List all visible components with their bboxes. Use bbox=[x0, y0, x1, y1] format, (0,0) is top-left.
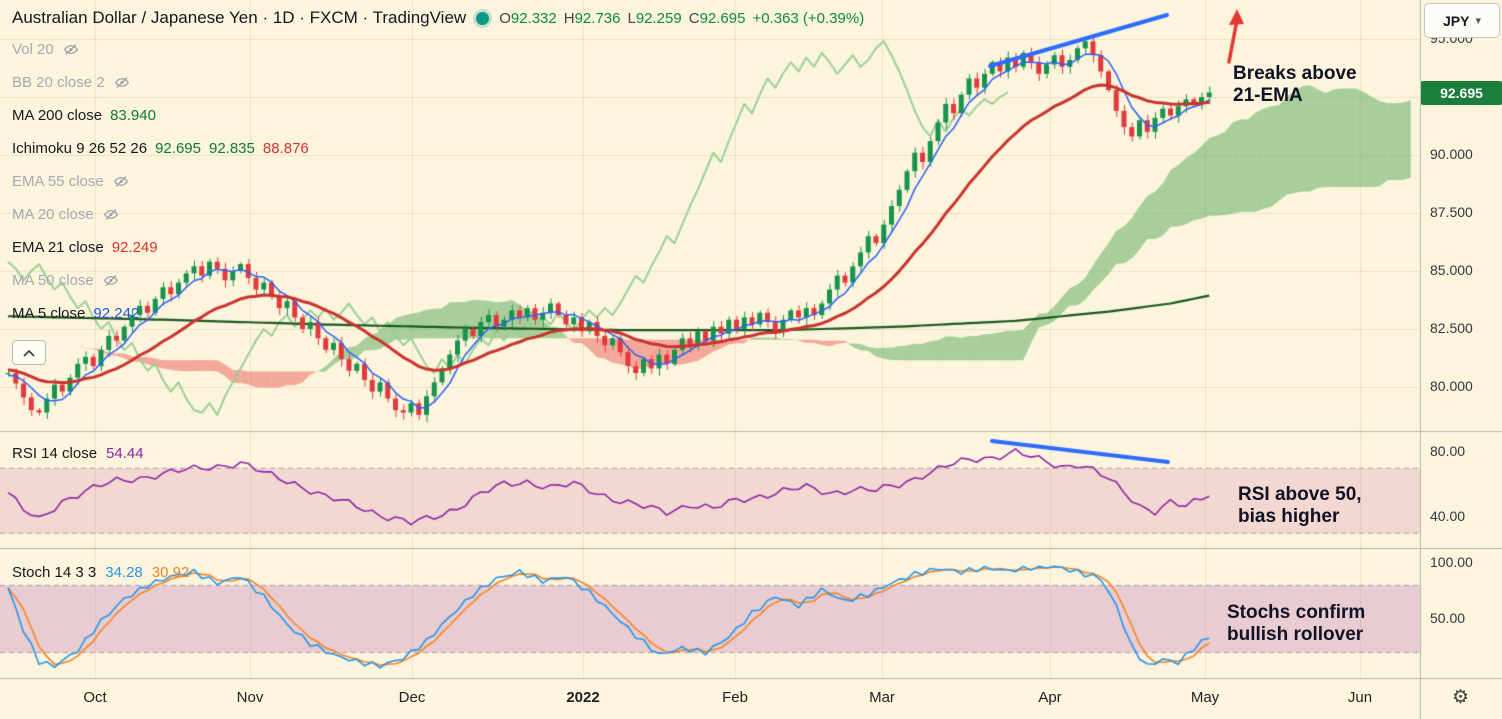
collapse-pane-button[interactable] bbox=[12, 340, 46, 365]
rsi-tick-label: 40.00 bbox=[1430, 508, 1466, 524]
ichimoku-lagging-value: 88.876 bbox=[262, 140, 309, 157]
price-tick-label: 82.500 bbox=[1430, 320, 1473, 336]
time-axis-label[interactable]: May bbox=[1190, 689, 1220, 706]
indicator-label: MA 5 close bbox=[12, 305, 86, 322]
market-status-icon bbox=[476, 11, 490, 25]
indicator-label: MA 20 close bbox=[12, 206, 94, 223]
currency-label: JPY bbox=[1443, 12, 1470, 29]
ichimoku-base-value: 92.835 bbox=[208, 140, 255, 157]
indicator-row-bb20[interactable]: BB 20 close 2 bbox=[12, 72, 864, 93]
change-value: +0.363 (+0.39%) bbox=[752, 9, 865, 27]
last-price-badge: 92.695 bbox=[1421, 81, 1502, 106]
time-axis-label[interactable]: Mar bbox=[869, 689, 895, 706]
time-axis-label[interactable]: Dec bbox=[398, 689, 426, 706]
rsi-value: 54.44 bbox=[106, 445, 144, 462]
indicator-label: MA 50 close bbox=[12, 272, 94, 289]
price-tick-label: 90.000 bbox=[1430, 146, 1473, 162]
indicator-row-vol20[interactable]: Vol 20 bbox=[12, 39, 864, 60]
ichimoku-conversion-value: 92.695 bbox=[155, 140, 201, 157]
time-axis-label[interactable]: Apr bbox=[1038, 689, 1062, 706]
chevron-up-icon bbox=[23, 349, 35, 357]
high-label: H bbox=[563, 9, 575, 27]
indicator-value: 92.242 bbox=[93, 305, 140, 322]
symbol-title-row: Australian Dollar / Japanese Yen · 1D · … bbox=[12, 8, 864, 28]
low-value: 92.259 bbox=[635, 9, 682, 27]
stoch-label: Stoch 14 3 3 bbox=[12, 564, 97, 581]
indicator-row-ma5[interactable]: MA 5 close 92.242 bbox=[12, 303, 864, 324]
open-value: 92.332 bbox=[510, 9, 557, 27]
open-label: O bbox=[499, 9, 511, 27]
high-value: 92.736 bbox=[574, 9, 621, 27]
eye-off-icon[interactable] bbox=[112, 174, 130, 189]
price-tick-label: 80.000 bbox=[1430, 378, 1473, 394]
close-label: C bbox=[688, 9, 700, 27]
indicator-row-ema21[interactable]: EMA 21 close 92.249 bbox=[12, 237, 864, 258]
close-value: 92.695 bbox=[699, 9, 746, 27]
indicator-label: BB 20 close 2 bbox=[12, 74, 105, 91]
indicator-row-ichimoku[interactable]: Ichimoku 9 26 52 26 92.695 92.835 88.876 bbox=[12, 138, 864, 159]
annotation-breaks-above-ema: Breaks above 21-EMA bbox=[1233, 63, 1357, 107]
annotation-stoch-rollover: Stochs confirm bullish rollover bbox=[1227, 602, 1366, 646]
time-axis-label[interactable]: Oct bbox=[83, 689, 107, 706]
indicator-label: EMA 21 close bbox=[12, 239, 104, 256]
rsi-tick-label: 80.00 bbox=[1430, 443, 1466, 459]
indicator-row-ma50[interactable]: MA 50 close bbox=[12, 270, 864, 291]
indicator-row-ma20[interactable]: MA 20 close bbox=[12, 204, 864, 225]
indicator-label: EMA 55 close bbox=[12, 173, 104, 190]
stoch-tick-label: 50.00 bbox=[1430, 610, 1466, 626]
stoch-d-value: 30.92 bbox=[151, 564, 190, 581]
chart-legend: Australian Dollar / Japanese Yen · 1D · … bbox=[12, 8, 864, 324]
currency-selector[interactable]: JPY ▾ bbox=[1424, 3, 1500, 38]
time-axis-label[interactable]: 2022 bbox=[566, 689, 600, 706]
indicator-label: MA 200 close bbox=[12, 107, 103, 124]
stoch-legend[interactable]: Stoch 14 3 3 34.28 30.92 bbox=[12, 564, 189, 581]
indicator-row-ma200[interactable]: MA 200 close 83.940 bbox=[12, 105, 864, 126]
indicator-value: 83.940 bbox=[110, 107, 156, 124]
stoch-k-value: 34.28 bbox=[105, 564, 143, 581]
indicator-row-ema55[interactable]: EMA 55 close bbox=[12, 171, 864, 192]
eye-off-icon[interactable] bbox=[102, 207, 120, 222]
annotation-rsi-bias: RSI above 50, bias higher bbox=[1238, 484, 1362, 528]
eye-off-icon[interactable] bbox=[113, 75, 131, 90]
price-tick-label: 85.000 bbox=[1430, 262, 1473, 278]
price-tick-label: 87.500 bbox=[1430, 204, 1473, 220]
indicator-label: Vol 20 bbox=[12, 41, 54, 58]
eye-off-icon[interactable] bbox=[102, 273, 120, 288]
eye-off-icon[interactable] bbox=[62, 42, 80, 57]
ohlc-readout: O92.332 H92.736 L92.259 C92.695 +0.363 (… bbox=[499, 10, 864, 27]
chevron-down-icon: ▾ bbox=[1475, 15, 1481, 27]
rsi-label: RSI 14 close bbox=[12, 445, 98, 462]
time-axis-label[interactable]: Jun bbox=[1347, 689, 1373, 706]
symbol-title[interactable]: Australian Dollar / Japanese Yen · 1D · … bbox=[12, 8, 467, 27]
indicator-rows: Vol 20 BB 20 close 2 MA 200 close 83.940… bbox=[12, 39, 864, 324]
gear-icon[interactable]: ⚙ bbox=[1452, 687, 1470, 708]
low-label: L bbox=[627, 9, 636, 27]
rsi-legend[interactable]: RSI 14 close 54.44 bbox=[12, 445, 144, 462]
time-axis-label[interactable]: Feb bbox=[722, 689, 748, 706]
indicator-value: 92.249 bbox=[111, 239, 158, 256]
stoch-tick-label: 100.00 bbox=[1430, 554, 1473, 570]
indicator-label: Ichimoku 9 26 52 26 bbox=[12, 140, 148, 157]
time-axis-label[interactable]: Nov bbox=[236, 689, 264, 706]
